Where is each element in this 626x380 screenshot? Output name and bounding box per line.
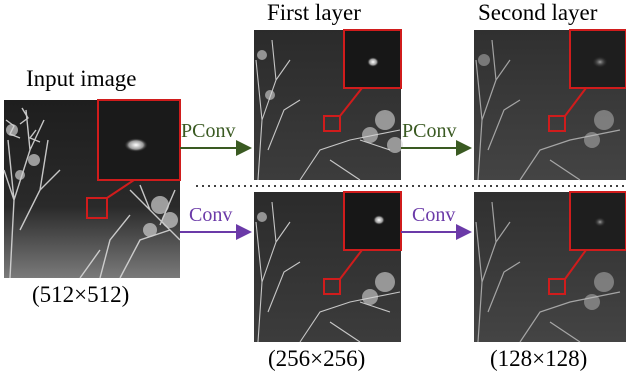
conv-label-1: Conv bbox=[189, 204, 233, 226]
pconv-label-1: PConv bbox=[181, 120, 236, 142]
input-size-label: (512×512) bbox=[32, 282, 130, 307]
pconv-label-2: PConv bbox=[402, 120, 457, 142]
second-layer-size-label: (128×128) bbox=[490, 346, 588, 371]
first-layer-pconv-image bbox=[254, 29, 403, 181]
second-layer-title: Second layer bbox=[478, 0, 598, 25]
first-layer-title: First layer bbox=[267, 0, 361, 25]
second-layer-pconv-image bbox=[474, 29, 626, 181]
first-layer-conv-image bbox=[254, 191, 402, 343]
input-image-title: Input image bbox=[26, 66, 137, 91]
input-image bbox=[3, 99, 181, 279]
conv-label-2: Conv bbox=[412, 204, 456, 226]
second-layer-conv-image bbox=[474, 191, 626, 343]
first-layer-size-label: (256×256) bbox=[268, 346, 366, 371]
